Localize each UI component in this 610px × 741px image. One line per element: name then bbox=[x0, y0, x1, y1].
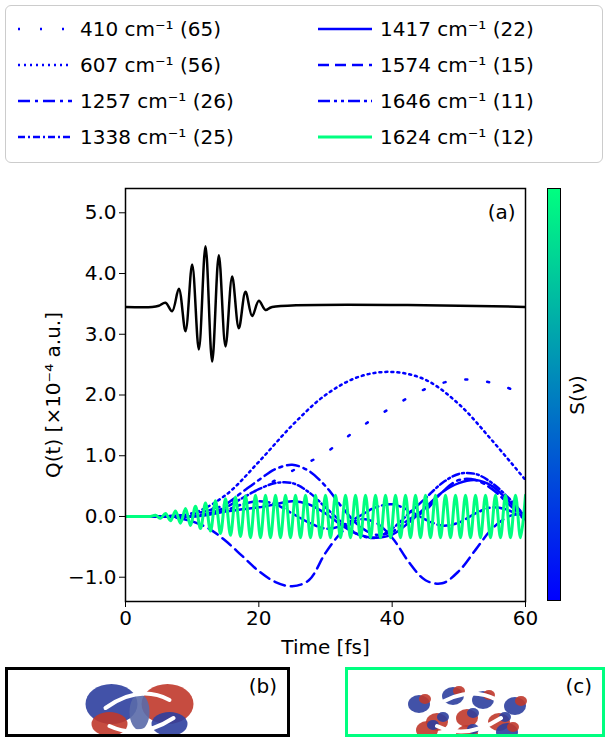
svg-text:60: 60 bbox=[513, 606, 538, 630]
svg-text:2.0: 2.0 bbox=[85, 382, 117, 406]
html-text:1646 cm⁻¹ (11): 1646 cm⁻¹ (11) bbox=[380, 89, 534, 113]
svg-text:5.0: 5.0 bbox=[85, 200, 117, 224]
svg-text:(a): (a) bbox=[488, 200, 516, 224]
html-text:607 cm⁻¹ (56): 607 cm⁻¹ (56) bbox=[80, 53, 221, 77]
html-text:1574 cm⁻¹ (15): 1574 cm⁻¹ (15) bbox=[380, 53, 534, 77]
html-text:1257 cm⁻¹ (26): 1257 cm⁻¹ (26) bbox=[80, 89, 234, 113]
svg-text:40: 40 bbox=[379, 606, 404, 630]
html-text:S(ν): S(ν) bbox=[565, 374, 589, 415]
html-text:410 cm⁻¹ (65): 410 cm⁻¹ (65) bbox=[80, 17, 221, 41]
html-text:(c): (c) bbox=[565, 674, 592, 698]
svg-text:0: 0 bbox=[119, 606, 132, 630]
svg-text:20: 20 bbox=[246, 606, 271, 630]
svg-text:3.0: 3.0 bbox=[85, 322, 117, 346]
svg-text:4.0: 4.0 bbox=[85, 261, 117, 285]
svg-text:Q(t) [×10⁻⁴ a.u.]: Q(t) [×10⁻⁴ a.u.] bbox=[41, 312, 65, 478]
html-text:1338 cm⁻¹ (25): 1338 cm⁻¹ (25) bbox=[80, 125, 234, 149]
svg-text:Time [fs]: Time [fs] bbox=[280, 635, 369, 659]
svg-text:1.0: 1.0 bbox=[85, 443, 117, 467]
html-text:1417 cm⁻¹ (22): 1417 cm⁻¹ (22) bbox=[380, 17, 534, 41]
html-text:(b): (b) bbox=[248, 674, 277, 698]
html-text:1624 cm⁻¹ (12): 1624 cm⁻¹ (12) bbox=[380, 125, 534, 149]
svg-text:0.0: 0.0 bbox=[85, 504, 117, 528]
svg-text:−1.0: −1.0 bbox=[68, 565, 117, 589]
